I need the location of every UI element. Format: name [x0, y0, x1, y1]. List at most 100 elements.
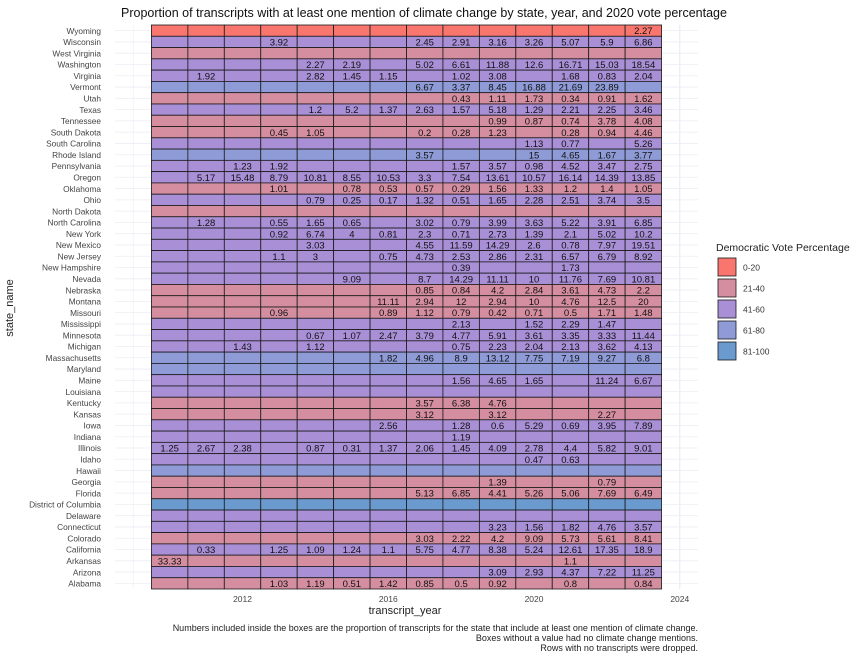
cell-value-label: 3.61	[525, 331, 544, 342]
heatmap-cell	[151, 171, 189, 184]
cell-value-label: 2.78	[525, 444, 544, 455]
cell-value-label: 2.82	[306, 71, 325, 82]
cell-value-label: 0.55	[270, 218, 289, 229]
heatmap-cell	[223, 238, 262, 252]
heatmap-cell	[369, 126, 407, 139]
cell-value-label: 0.78	[343, 184, 362, 195]
y-tick-label: Connecticut	[57, 522, 102, 532]
heatmap-cell	[406, 475, 444, 488]
heatmap-cell	[296, 81, 335, 94]
heatmap-cell	[369, 532, 407, 545]
cell-value-label: 1.19	[452, 432, 471, 443]
heatmap-cell	[296, 148, 335, 161]
heatmap-cell	[187, 306, 225, 319]
y-tick-label: Maryland	[67, 364, 102, 374]
heatmap-cell	[223, 577, 262, 590]
heatmap-cell	[442, 498, 480, 511]
y-tick-label: Mississippi	[61, 319, 101, 329]
cell-value-label: 2.51	[561, 195, 580, 206]
heatmap-cell	[551, 24, 590, 37]
heatmap-cell	[551, 396, 590, 409]
heatmap-cell	[369, 566, 407, 579]
cell-value-label: 8.9	[455, 353, 468, 364]
cell-value-label: 2.27	[634, 26, 653, 37]
cell-value-label: 12.61	[559, 545, 583, 556]
heatmap-cell	[151, 92, 189, 105]
cell-value-label: 1.02	[452, 71, 471, 82]
heatmap-cell	[588, 430, 626, 443]
heatmap-cell	[151, 532, 189, 545]
cell-value-label: 0.53	[379, 184, 398, 195]
cell-value-label: 8.38	[488, 545, 507, 556]
heatmap-cell	[260, 58, 298, 71]
heatmap-cell	[624, 81, 662, 94]
cell-value-label: 0.75	[452, 342, 471, 353]
heatmap-cell	[223, 114, 262, 127]
y-tick-label: Vermont	[70, 82, 102, 92]
cell-value-label: 4.41	[488, 489, 507, 500]
heatmap-cell	[406, 92, 444, 105]
heatmap-cell	[223, 81, 262, 94]
heatmap-cell	[588, 554, 626, 567]
cell-value-label: 2.04	[634, 71, 653, 82]
y-tick-label: South Dakota	[51, 127, 102, 137]
heatmap-cell	[151, 566, 189, 579]
heatmap-cell	[296, 261, 335, 274]
heatmap-cells	[151, 24, 662, 590]
heatmap-cell	[296, 509, 335, 522]
cell-value-label: 16.88	[522, 83, 546, 94]
heatmap-cell	[369, 205, 407, 218]
heatmap-cell	[588, 577, 626, 590]
heatmap-cell	[369, 261, 407, 274]
cell-value-label: 14.29	[486, 241, 510, 252]
cell-value-label: 0.67	[306, 331, 325, 342]
heatmap-cell	[187, 464, 225, 477]
heatmap-cell	[588, 453, 626, 466]
chart-title: Proportion of transcripts with at least …	[121, 6, 727, 20]
heatmap-cell	[333, 498, 371, 511]
cell-value-label: 9.09	[525, 534, 544, 545]
cell-value-label: 4.65	[488, 376, 507, 387]
cell-value-label: 10.57	[522, 173, 546, 184]
cell-value-label: 8.41	[634, 534, 653, 545]
y-tick-label: North Carolina	[48, 218, 102, 228]
heatmap-cell	[223, 24, 262, 37]
heatmap-cell	[588, 385, 626, 398]
heatmap-cell	[588, 509, 626, 522]
heatmap-cell	[151, 396, 189, 409]
heatmap-cell	[551, 475, 590, 488]
heatmap-cell	[333, 159, 371, 173]
cell-value-label: 6.86	[634, 38, 653, 49]
heatmap-cell	[296, 487, 335, 500]
heatmap-cell	[296, 374, 335, 387]
heatmap-cell	[296, 159, 335, 173]
cell-value-label: 2.91	[452, 38, 471, 49]
cell-value-label: 11.44	[632, 331, 655, 342]
heatmap-cell	[223, 362, 262, 376]
heatmap-cell	[151, 329, 189, 342]
heatmap-cell	[369, 272, 407, 285]
heatmap-cell	[406, 374, 444, 387]
heatmap-cell	[406, 520, 444, 534]
cell-value-label: 0.29	[452, 184, 471, 195]
heatmap-cell	[406, 430, 444, 443]
heatmap-cell	[296, 306, 335, 319]
cell-value-label: 18.54	[631, 60, 655, 71]
heatmap-cell	[478, 148, 517, 161]
y-tick-label: Idaho	[80, 454, 101, 464]
cell-value-label: 3.47	[598, 162, 617, 173]
heatmap-cell	[296, 419, 335, 432]
heatmap-cell	[223, 351, 262, 364]
heatmap-cell	[333, 24, 371, 37]
heatmap-cell	[187, 193, 225, 206]
heatmap-cell	[406, 205, 444, 218]
heatmap-cell	[223, 419, 262, 432]
heatmap-cell	[333, 566, 371, 579]
heatmap-cell	[624, 475, 662, 488]
cell-value-label: 1.03	[270, 579, 289, 590]
cell-value-label: 2.2	[637, 286, 650, 297]
heatmap-cell	[296, 554, 335, 567]
cell-value-label: 1.65	[306, 218, 325, 229]
heatmap-cell	[624, 261, 662, 274]
heatmap-cell	[406, 137, 444, 150]
